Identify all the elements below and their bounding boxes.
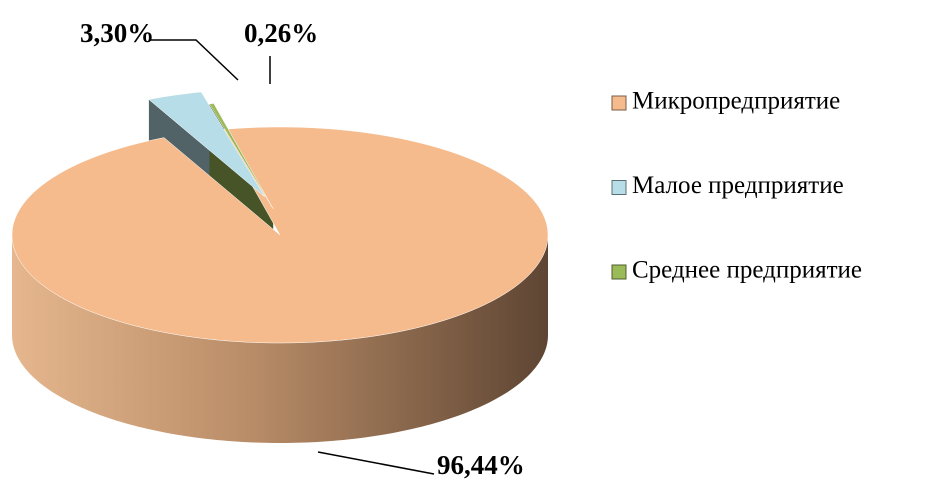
legend-label: Среднее предприятие	[632, 257, 862, 284]
slice	[208, 103, 274, 209]
legend: Микропредприятие Малое предприятие Среднее…	[611, 88, 862, 284]
legend-label: Микропредприятие	[632, 88, 840, 115]
legend-marker	[611, 264, 627, 280]
legend-label: Малое предприятие	[632, 172, 844, 199]
pie	[11, 91, 549, 443]
value-label: 0,26%	[244, 18, 318, 48]
leader-line	[317, 451, 435, 475]
slice	[11, 126, 549, 344]
legend-marker	[611, 95, 627, 111]
slice-side	[12, 235, 548, 443]
slice	[148, 91, 266, 198]
legend-marker	[611, 180, 627, 195]
value-label: 96,44%	[437, 450, 525, 480]
leader-line	[150, 39, 239, 81]
value-label: 3,30%	[80, 18, 154, 48]
